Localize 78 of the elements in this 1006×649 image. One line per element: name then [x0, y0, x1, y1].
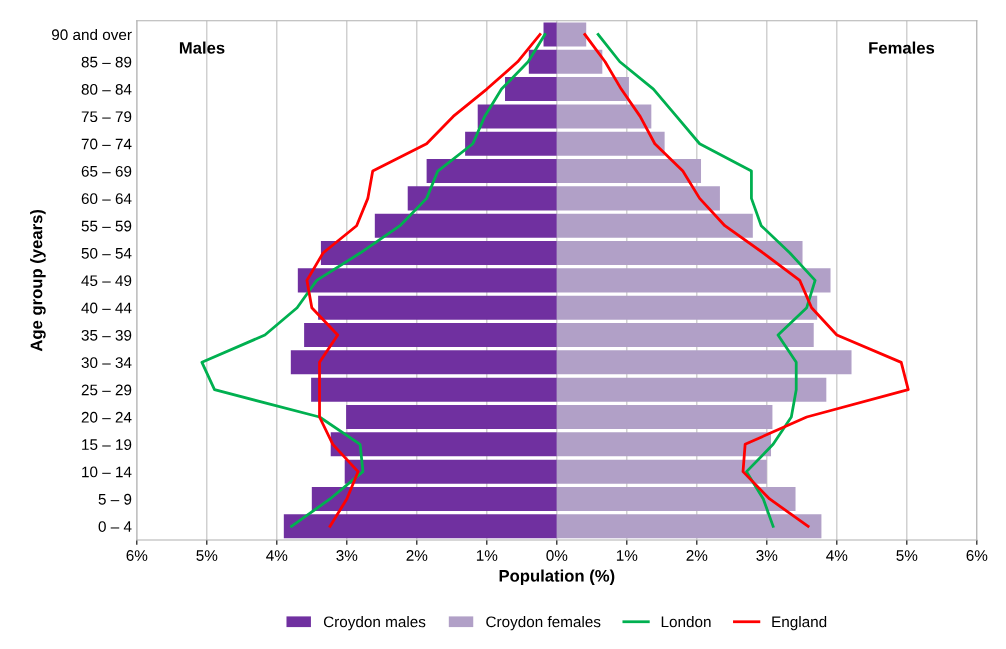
bar: [556, 432, 772, 457]
bar: [556, 49, 603, 74]
legend-label: Croydon females: [486, 616, 601, 631]
bar: [320, 241, 557, 266]
bar: [556, 486, 796, 511]
bar: [330, 432, 557, 457]
y-tick-label: 65 – 69: [81, 165, 132, 177]
y-tick-label: 15 – 19: [82, 439, 132, 451]
y-tick-label: 30 – 34: [81, 357, 132, 369]
x-tick-label: 3%: [756, 550, 778, 561]
y-tick-label: 40 – 44: [81, 302, 132, 314]
bar: [556, 268, 831, 293]
y-tick-label: 85 – 89: [81, 56, 132, 68]
y-tick-label: 70 – 74: [81, 138, 132, 150]
y-tick-label: 55 – 59: [81, 220, 132, 232]
y-tick-label: 90 and over: [51, 28, 132, 41]
annotation: Males: [179, 41, 225, 54]
x-tick-label: 6%: [966, 550, 988, 561]
bar: [556, 241, 803, 266]
y-tick-label: 45 – 49: [81, 275, 132, 287]
bar: [556, 323, 814, 348]
bar: [556, 350, 852, 375]
x-tick-label: 3%: [336, 550, 358, 561]
bar: [556, 213, 753, 238]
y-tick-label: 0 – 4: [98, 521, 132, 532]
x-tick-label: 5%: [896, 550, 918, 561]
bar: [528, 49, 557, 74]
y-tick-label: 60 – 64: [81, 193, 132, 205]
x-tick-label: 6%: [126, 550, 148, 561]
bar: [556, 404, 773, 430]
x-tick-label: 5%: [196, 550, 218, 561]
y-tick-label: 80 – 84: [81, 83, 132, 95]
bar: [311, 377, 557, 402]
y-tick-label: 35 – 39: [81, 329, 132, 341]
bar: [556, 77, 629, 102]
bar: [477, 104, 557, 129]
bar: [556, 514, 822, 539]
bar: [374, 213, 557, 238]
bar: [344, 459, 557, 484]
legend-label: Croydon males: [323, 616, 426, 631]
legend-label: England: [772, 616, 827, 631]
bar: [426, 159, 557, 184]
bar: [465, 131, 557, 156]
bar: [556, 459, 767, 484]
x-tick-label: 2%: [406, 550, 428, 561]
bar: [346, 404, 557, 430]
y-tick-label: 75 – 79: [81, 111, 132, 123]
bar: [297, 268, 557, 293]
x-tick-label: 4%: [266, 550, 288, 561]
bar: [556, 131, 665, 156]
x-axis-title: Population (%): [499, 569, 615, 586]
y-tick-label: 25 – 29: [81, 384, 132, 396]
x-tick-label: 1%: [476, 550, 498, 561]
annotation: Females: [869, 41, 935, 54]
bar: [556, 186, 720, 211]
bar: [556, 159, 702, 184]
x-tick-label: 2%: [686, 550, 708, 561]
y-tick-label: 50 – 54: [81, 247, 132, 259]
y-axis-title: Age group (years): [30, 209, 46, 352]
bar: [318, 295, 557, 320]
legend-label: London: [661, 616, 711, 628]
bar: [311, 486, 557, 511]
x-tick-label: 1%: [616, 550, 638, 561]
x-tick-label: 4%: [826, 550, 848, 561]
bar: [283, 514, 557, 539]
bar: [543, 22, 557, 47]
y-tick-label: 20 – 24: [81, 411, 132, 423]
bar: [556, 377, 827, 402]
x-tick-label: 0%: [546, 550, 568, 561]
bar: [290, 350, 557, 375]
bar: [304, 323, 557, 348]
bar: [505, 77, 557, 102]
bar: [556, 22, 587, 47]
bar: [556, 104, 652, 129]
y-tick-label: 5 – 9: [98, 493, 132, 505]
bar: [407, 186, 557, 211]
bar: [556, 295, 818, 320]
y-tick-label: 10 – 14: [82, 466, 132, 478]
